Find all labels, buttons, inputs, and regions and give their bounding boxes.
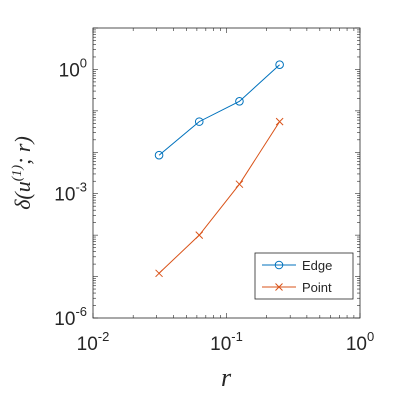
series-edge [154,60,284,160]
x-axis-label: r [221,363,232,392]
series-point [155,117,284,278]
legend-edge-label: Edge [302,258,332,273]
legend-item-edge: Edge [262,258,332,273]
y-axis-label-group: δ(u(1); r) [10,136,35,210]
data-point-point [195,231,204,239]
y-tick-label-base: 10 [54,309,75,330]
x-tick-label-exp: 0 [367,329,374,344]
legend-item-point: Point [262,280,332,295]
y-label-sup: (1) [10,165,25,182]
y-tick-label: 10-3 [54,180,87,206]
y-tick-label: 100 [59,55,87,81]
y-axis-label: δ(u(1); r) [10,136,35,210]
data-point-edge [194,117,204,126]
x-tick-label: 100 [346,329,374,355]
y-label-pre: δ(u [10,181,35,210]
x-tick-labels: 10-2 10-1 100 [77,329,375,355]
x-tick-label-base: 10 [210,334,231,355]
legend-point-marker [275,283,283,291]
data-point-edge [275,60,284,70]
y-tick-label-base: 10 [54,185,75,206]
legend-point-label: Point [302,280,332,295]
data-point-point [235,180,244,189]
y-tick-label-base: 10 [59,60,80,81]
series-layer [154,60,284,278]
series-edge-line [158,64,280,156]
x-tick-label-base: 10 [77,334,98,355]
x-tick-label: 10-2 [77,329,110,355]
x-tick-label-exp: -2 [98,329,110,344]
y-tick-label: 10-6 [54,304,87,330]
y-tick-label-exp: 0 [80,55,87,70]
legend-box [254,252,354,300]
data-point-point [275,117,284,126]
legend: Edge Point [254,252,354,300]
y-tick-label-exp: -6 [75,304,87,319]
tick-marks [92,27,361,319]
series-point-line [158,121,281,274]
data-point-edge [154,150,164,160]
y-label-post: ; r) [10,136,35,165]
legend-edge-marker [274,260,284,270]
x-tick-label-base: 10 [346,334,367,355]
x-tick-label-exp: -1 [231,329,243,344]
x-tick-label: 10-1 [210,329,243,355]
y-tick-label-exp: -3 [75,180,87,195]
data-point-point [155,269,163,278]
data-point-edge [235,97,244,106]
